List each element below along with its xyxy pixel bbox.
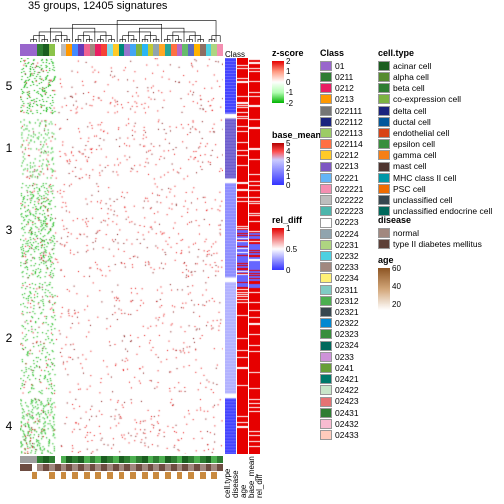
column-color-strip xyxy=(20,44,223,56)
class-col xyxy=(225,58,236,454)
age-bar xyxy=(378,268,390,310)
reldiff-col xyxy=(249,58,260,454)
celltype-row xyxy=(20,456,223,463)
heatmap xyxy=(20,58,223,454)
row-cluster-labels: 51324 xyxy=(0,58,18,454)
class-legend: Class 0102110212021302211102211202211302… xyxy=(320,48,363,441)
class-items: 0102110212021302211102211202211302211402… xyxy=(320,61,363,440)
zscore-bar xyxy=(272,61,284,103)
reldiff-legend: rel_diff 10.50 xyxy=(272,215,302,270)
title: 35 groups, 12405 signatures xyxy=(28,0,167,12)
age-legend: age 604020 xyxy=(378,255,394,310)
disease-items: normaltype II diabetes mellitus xyxy=(378,228,482,249)
basemean-bar xyxy=(272,143,284,185)
side-annotation-cols xyxy=(225,58,261,454)
bottom-annotations xyxy=(20,456,223,488)
reldiff-bar xyxy=(272,228,284,270)
zscore-legend: z-score 210-1-2 xyxy=(272,48,304,103)
disease-row xyxy=(20,464,223,471)
celltype-items: acinar cellalpha cellbeta cellco-express… xyxy=(378,61,492,217)
disease-legend: disease normaltype II diabetes mellitus xyxy=(378,215,482,250)
celltype-legend: cell.type acinar cellalpha cellbeta cell… xyxy=(378,48,492,217)
age-row xyxy=(20,472,223,479)
dendrogram xyxy=(28,14,223,42)
basemean-legend: base_mean 543210 xyxy=(272,130,321,185)
basemean-col xyxy=(237,58,248,454)
